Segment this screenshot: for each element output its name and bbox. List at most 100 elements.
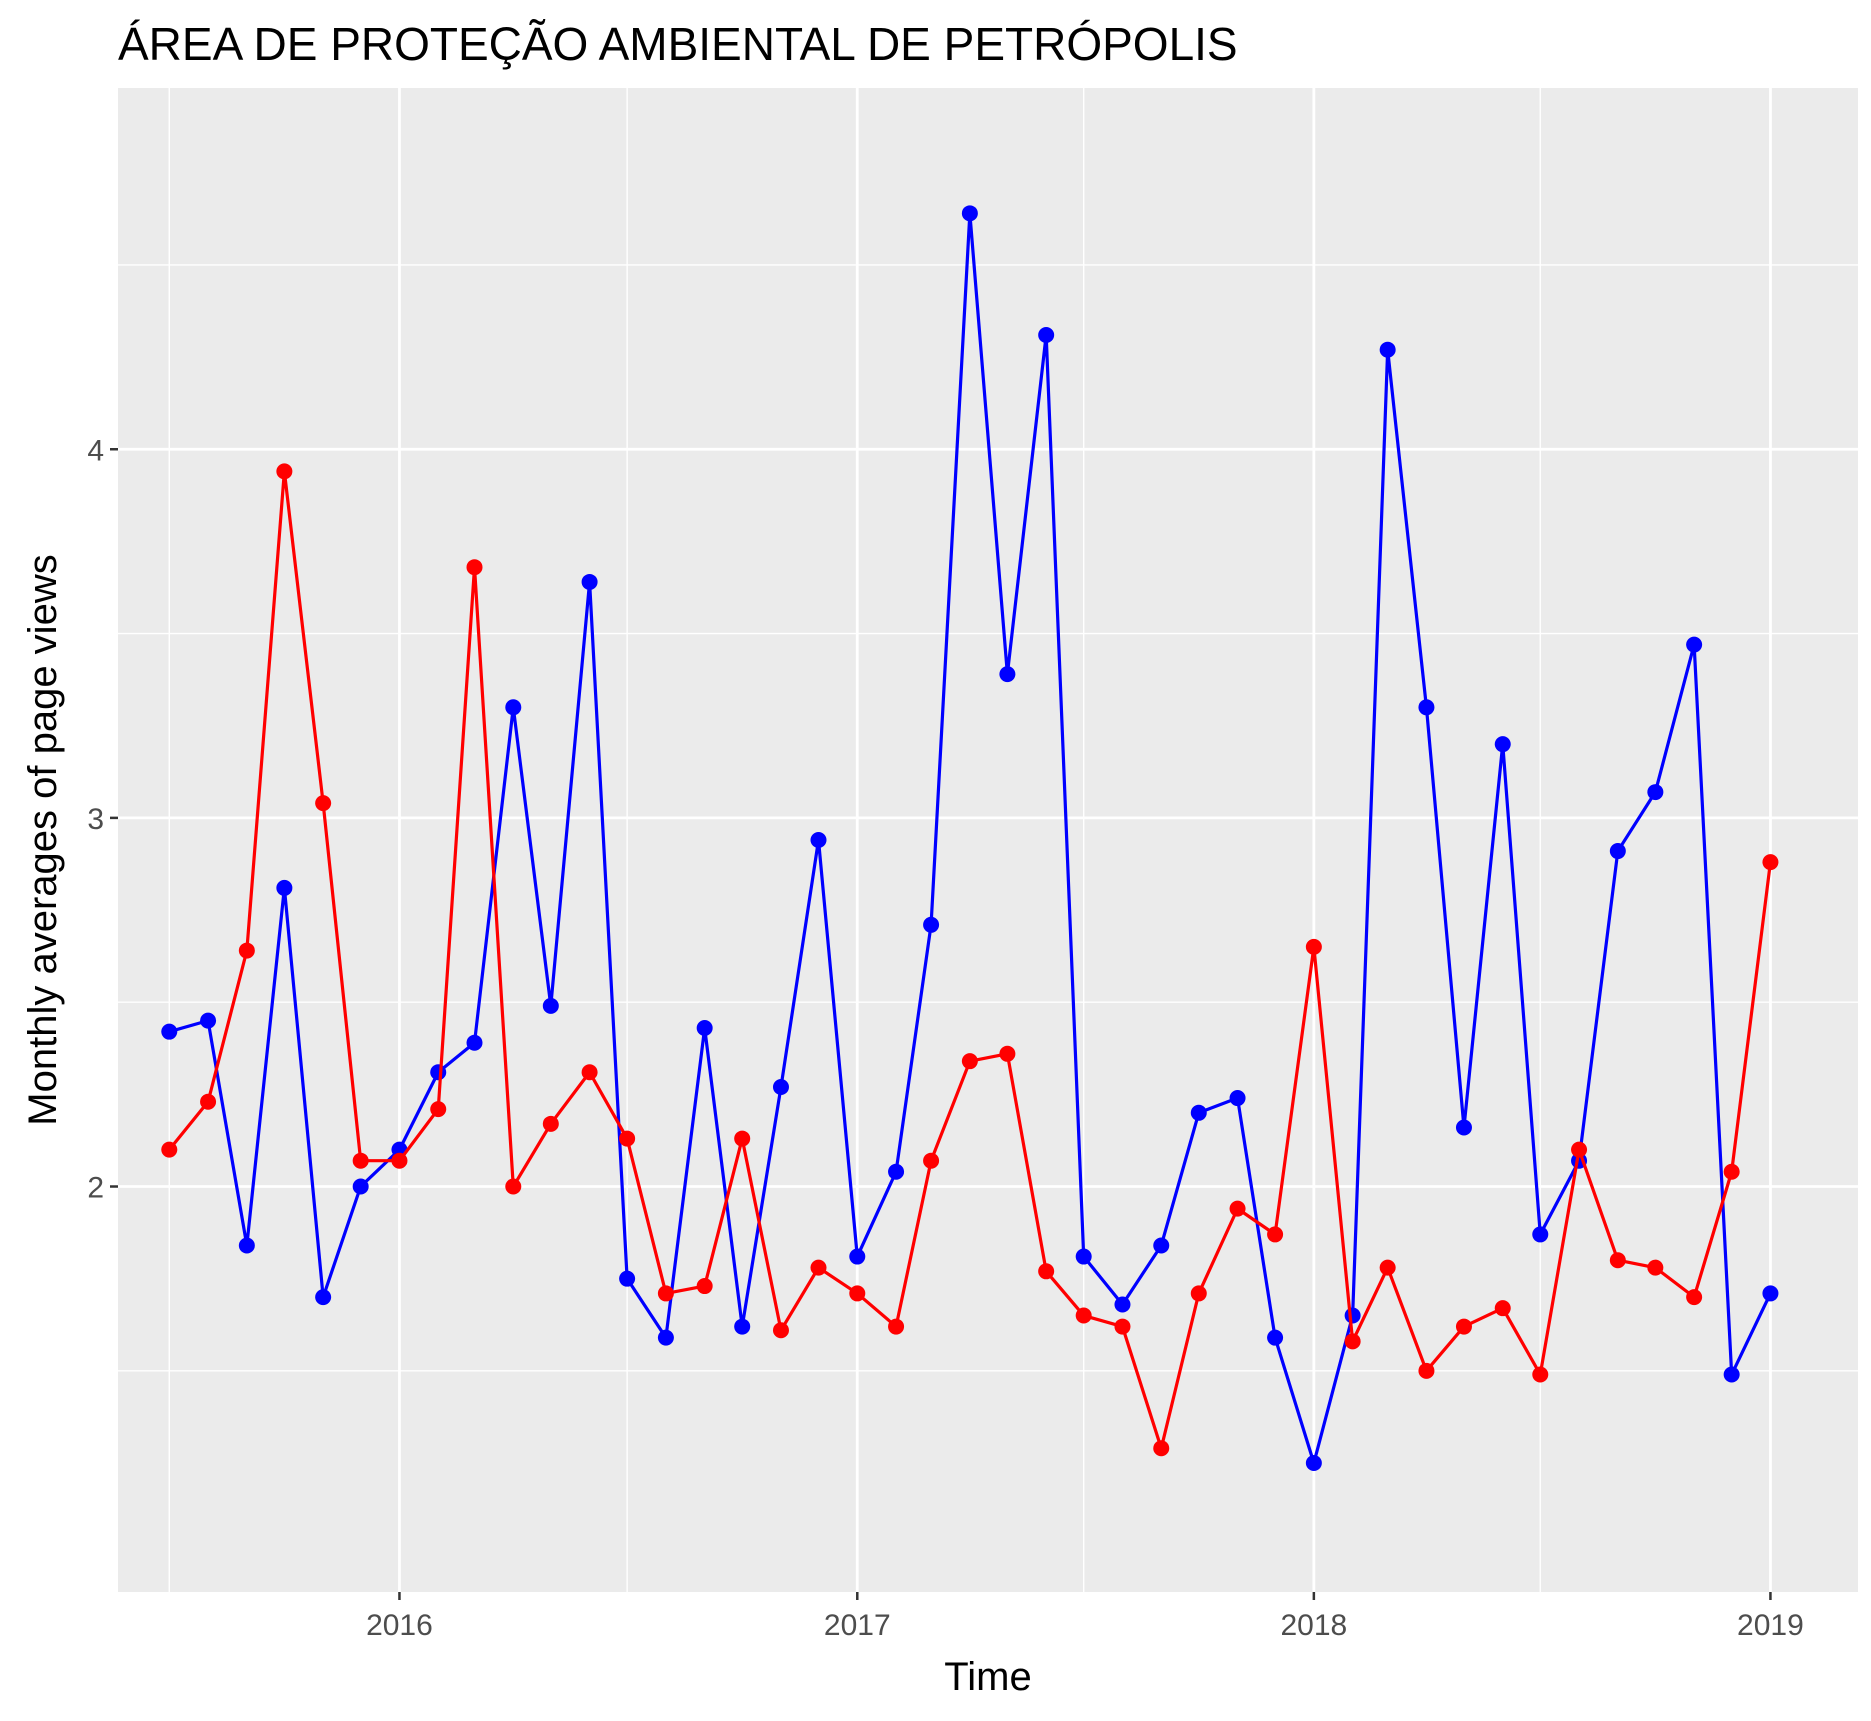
data-point — [200, 1093, 217, 1110]
data-point — [352, 1178, 369, 1195]
y-axis-title: Monthly averages of page views — [21, 554, 65, 1125]
data-point — [1609, 843, 1626, 860]
data-point — [430, 1101, 447, 1118]
data-point — [1114, 1318, 1131, 1335]
data-point — [391, 1152, 408, 1169]
data-point — [1723, 1163, 1740, 1180]
data-point — [1267, 1226, 1284, 1243]
data-point — [1075, 1307, 1092, 1324]
data-point — [1229, 1090, 1246, 1107]
y-tick-label: 2 — [87, 1172, 104, 1205]
x-tick-label: 2017 — [824, 1609, 891, 1642]
data-point — [505, 699, 522, 716]
data-point — [542, 997, 559, 1014]
data-point — [581, 1064, 598, 1081]
data-point — [696, 1020, 713, 1036]
data-point — [810, 832, 827, 848]
data-point — [200, 1012, 217, 1029]
data-point — [923, 916, 940, 933]
data-point — [1379, 341, 1396, 358]
data-point — [1305, 1454, 1322, 1471]
data-point — [1379, 1259, 1396, 1276]
grid-major — [118, 88, 1858, 1592]
series-layer — [161, 205, 1779, 1471]
data-point — [1038, 1263, 1055, 1280]
data-point — [1723, 1366, 1740, 1383]
data-point — [1647, 784, 1664, 801]
data-point — [772, 1322, 789, 1339]
data-point — [542, 1115, 559, 1132]
data-point — [619, 1270, 636, 1287]
data-point — [961, 205, 978, 222]
data-point — [1190, 1285, 1207, 1302]
data-point — [238, 942, 255, 959]
data-point — [315, 1289, 332, 1306]
data-point — [772, 1078, 789, 1095]
data-point — [888, 1163, 905, 1180]
series-2 — [161, 463, 1779, 1457]
data-point — [1153, 1440, 1170, 1457]
x-tick-label: 2019 — [1737, 1609, 1804, 1642]
data-point — [1494, 1300, 1511, 1317]
data-point — [1762, 1285, 1779, 1302]
data-point — [1532, 1226, 1549, 1243]
plot-panel — [118, 88, 1858, 1592]
data-point — [1571, 1141, 1588, 1158]
data-point — [849, 1248, 866, 1265]
data-point — [1609, 1252, 1626, 1269]
data-point — [276, 879, 293, 896]
data-point — [505, 1178, 522, 1195]
data-point — [1762, 854, 1779, 871]
data-point — [352, 1152, 369, 1169]
data-point — [619, 1130, 636, 1147]
data-point — [1305, 938, 1322, 955]
x-tick-label: 2016 — [366, 1609, 433, 1642]
x-axis: 2016 2017 2018 2019 — [366, 1592, 1804, 1642]
chart-title: ÁREA DE PROTEÇÃO AMBIENTAL DE PETRÓPOLIS — [118, 18, 1238, 70]
data-point — [1114, 1296, 1131, 1313]
data-point — [1229, 1200, 1246, 1217]
data-point — [888, 1318, 905, 1335]
data-point — [1267, 1329, 1284, 1346]
data-point — [238, 1237, 255, 1254]
data-point — [810, 1259, 827, 1276]
data-point — [657, 1285, 674, 1302]
data-point — [657, 1329, 674, 1346]
data-point — [581, 573, 598, 590]
y-axis: 2 3 4 — [87, 434, 118, 1205]
data-point — [1153, 1237, 1170, 1254]
data-point — [1038, 326, 1055, 343]
data-point — [1418, 1362, 1435, 1379]
data-point — [466, 559, 483, 576]
data-point — [999, 1045, 1016, 1062]
data-point — [315, 795, 332, 812]
data-point — [923, 1152, 940, 1169]
data-point — [1455, 1119, 1472, 1136]
data-point — [466, 1034, 483, 1051]
data-point — [1344, 1307, 1361, 1324]
data-point — [999, 666, 1016, 683]
series-1 — [161, 205, 1779, 1471]
data-point — [1075, 1248, 1092, 1265]
data-point — [1455, 1318, 1472, 1335]
data-point — [734, 1130, 751, 1147]
data-point — [734, 1318, 751, 1335]
data-point — [1647, 1259, 1664, 1276]
grid-minor — [118, 88, 1858, 1592]
data-point — [849, 1285, 866, 1302]
data-point — [430, 1064, 447, 1081]
data-point — [161, 1023, 178, 1040]
data-point — [1494, 736, 1511, 753]
data-point — [1190, 1104, 1207, 1121]
data-point — [696, 1278, 713, 1295]
y-tick-label: 3 — [87, 803, 104, 836]
data-point — [1418, 699, 1435, 716]
x-axis-title: Time — [944, 1655, 1031, 1699]
data-point — [276, 463, 293, 480]
data-point — [1344, 1333, 1361, 1350]
data-point — [1686, 636, 1703, 653]
data-point — [1532, 1366, 1549, 1383]
y-tick-label: 4 — [87, 434, 104, 467]
data-point — [1686, 1289, 1703, 1306]
